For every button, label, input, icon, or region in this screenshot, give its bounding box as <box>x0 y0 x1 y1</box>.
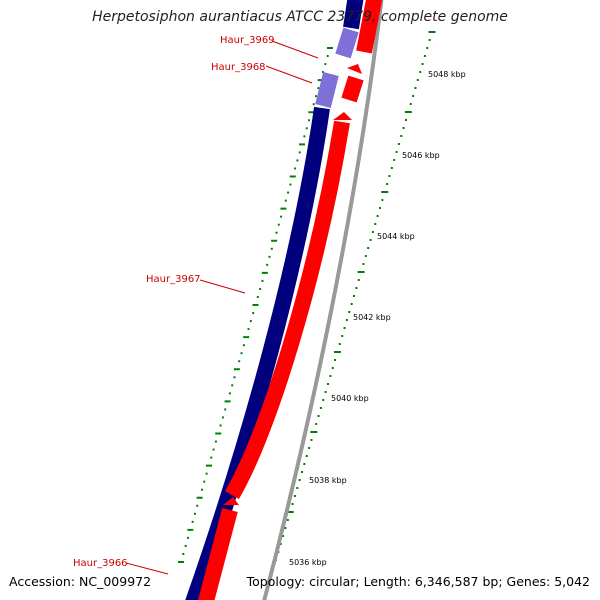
tick-label-5042: 5042 kbp <box>353 313 391 322</box>
forward-strand-arrow-1 <box>347 64 362 74</box>
map-title: Herpetosiphon aurantiacus ATCC 23779, co… <box>92 9 508 25</box>
forward-strand-arrow-2 <box>333 112 352 120</box>
gene-label-Haur_3969: Haur_3969 <box>220 35 275 46</box>
gene-Haur_3968-feature <box>315 72 339 108</box>
label-leader-Haur_3966 <box>125 562 169 575</box>
forward-strand-segment-1 <box>356 0 383 54</box>
forward-strand-segment-2 <box>341 75 364 103</box>
forward-strand-segment-3 <box>225 120 350 500</box>
gene-Haur_3969-feature <box>335 27 359 59</box>
forward-strand-arrow-3 <box>223 497 239 505</box>
forward-strand-segment-4 <box>198 507 238 600</box>
reverse-strand-band <box>185 106 330 600</box>
gene-label-Haur_3968: Haur_3968 <box>211 62 266 73</box>
label-leader-Haur_3969 <box>271 40 319 59</box>
genome-summary-label: Topology: circular; Length: 6,346,587 bp… <box>246 574 590 589</box>
tick-label-5040: 5040 kbp <box>331 394 369 403</box>
label-leader-Haur_3967 <box>199 279 246 294</box>
tick-label-5036: 5036 kbp <box>289 558 327 567</box>
tick-label-5044: 5044 kbp <box>377 232 415 241</box>
gene-label-Haur_3966: Haur_3966 <box>73 558 128 569</box>
tick-label-5046: 5046 kbp <box>402 151 440 160</box>
tick-label-5048: 5048 kbp <box>428 70 466 79</box>
tick-label-5038: 5038 kbp <box>309 476 347 485</box>
accession-label: Accession: NC_009972 <box>9 574 152 589</box>
reverse-strand-top-sliver <box>343 0 364 30</box>
label-leader-Haur_3968 <box>265 65 313 84</box>
gene-label-Haur_3967: Haur_3967 <box>146 274 201 285</box>
genome-backbone <box>262 0 384 600</box>
